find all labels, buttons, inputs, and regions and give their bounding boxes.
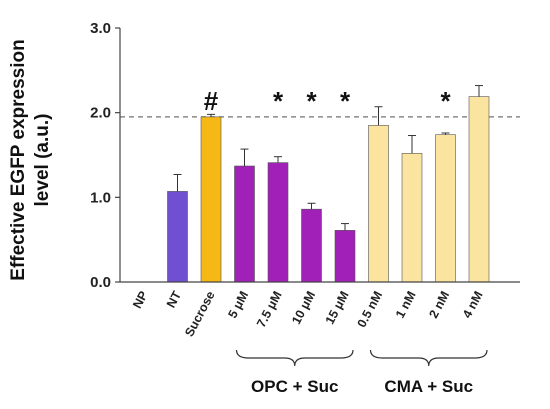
bar [435, 134, 456, 283]
y-tick-label: 2.0 [90, 105, 111, 122]
bar [368, 125, 389, 283]
bar [468, 96, 490, 283]
y-axis-label-line: Effective EGFP expression [8, 39, 29, 280]
significance-mark: * [340, 86, 351, 116]
bar [200, 116, 222, 283]
group-bracket [235, 349, 354, 367]
y-tick-label: 3.0 [90, 20, 111, 37]
x-category-label: 2 nM [426, 289, 452, 321]
y-axis-label: Effective EGFP expression level (a.u.) [8, 39, 53, 280]
bar [234, 165, 255, 283]
y-axis-label-line: level (a.u.) [32, 114, 53, 207]
x-category-label: 7.5 μM [254, 289, 285, 330]
group-label: CMA + Suc [384, 377, 473, 396]
x-category-label: NP [130, 289, 151, 311]
x-category-label: NT [164, 289, 184, 311]
significance-mark: * [273, 86, 284, 116]
x-category-label: 15 μM [323, 289, 352, 327]
significance-mark: # [204, 86, 219, 116]
x-category-label: 1 nM [393, 289, 419, 321]
bar [334, 230, 356, 283]
x-category-label: 4 nM [460, 289, 486, 321]
bar [401, 153, 423, 283]
y-tick-label: 1.0 [90, 189, 111, 206]
group-bracket [369, 349, 488, 367]
bar [267, 162, 289, 283]
x-category-label: Sucrose [182, 289, 218, 339]
significance-mark: * [306, 86, 317, 116]
bar [301, 208, 322, 283]
group-label: OPC + Suc [251, 377, 338, 396]
bar [167, 191, 188, 283]
x-category-label: 10 μM [289, 289, 318, 327]
x-category-label: 0.5 nM [355, 289, 386, 330]
x-category-label: 5 μM [225, 289, 251, 321]
y-tick-label: 0.0 [90, 274, 111, 291]
significance-mark: * [440, 86, 451, 116]
